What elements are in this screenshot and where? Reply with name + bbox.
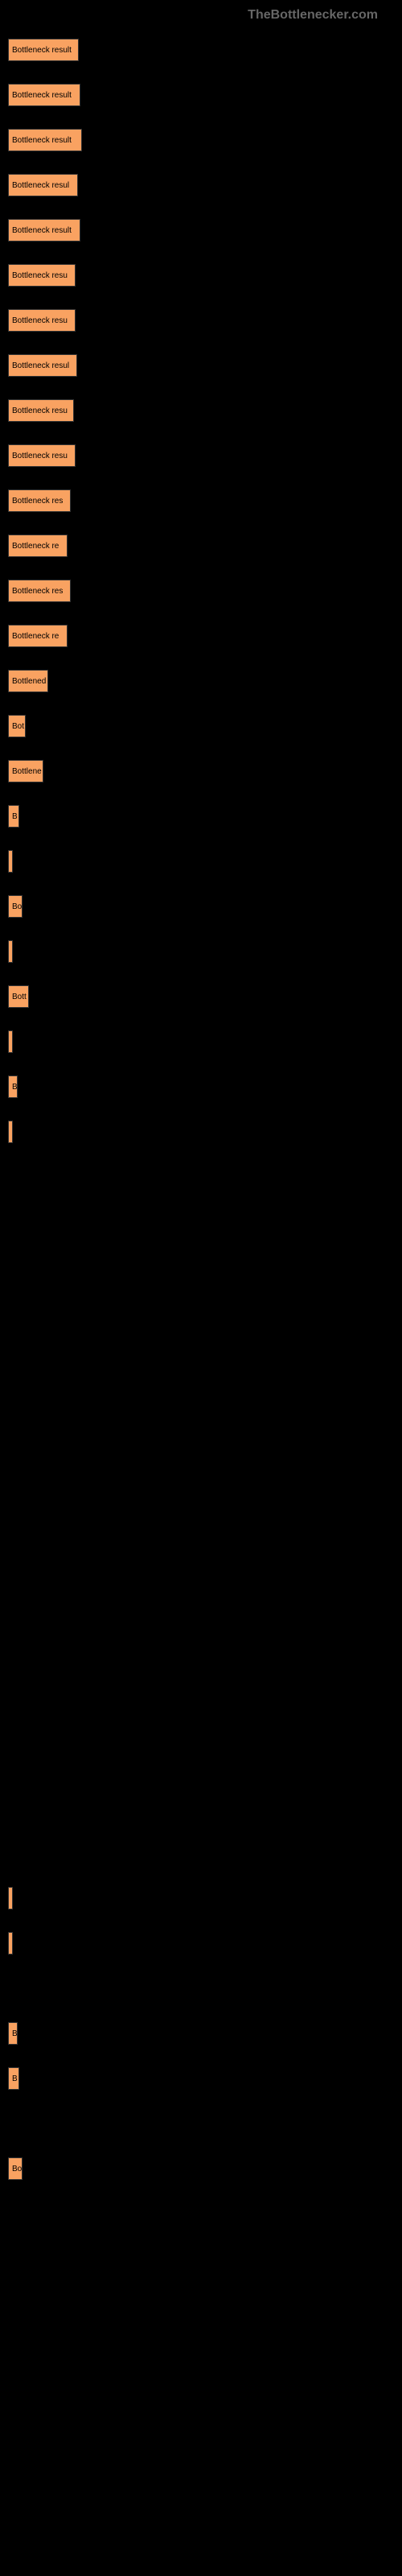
bar-row xyxy=(8,1211,394,1233)
bar-row: Bottleneck result xyxy=(8,129,394,151)
chart-bar: Bott xyxy=(8,985,29,1008)
bar-row: Bottleneck result xyxy=(8,84,394,106)
bar-row xyxy=(8,1662,394,1684)
chart-bar: B xyxy=(8,1075,18,1098)
bar-row xyxy=(8,1481,394,1504)
chart-bar: Bottleneck resul xyxy=(8,174,78,196)
bar-row xyxy=(8,850,394,873)
bar-row: Bo xyxy=(8,895,394,918)
bar-row: Bottleneck re xyxy=(8,625,394,647)
bar-row xyxy=(8,1797,394,1819)
bar-row xyxy=(8,1166,394,1188)
chart-bar xyxy=(8,1121,13,1143)
chart-bar: Bottleneck result xyxy=(8,129,82,151)
bar-row xyxy=(8,2112,394,2135)
chart-bar: Bottleneck result xyxy=(8,39,79,61)
bar-row xyxy=(8,1977,394,2000)
bar-row xyxy=(8,1301,394,1323)
bar-row: Bottleneck resul xyxy=(8,174,394,196)
bar-row xyxy=(8,1932,394,1955)
chart-bar: Bottlene xyxy=(8,760,43,782)
bar-row xyxy=(8,1707,394,1729)
bar-row xyxy=(8,1616,394,1639)
chart-bar: Bo xyxy=(8,2157,23,2180)
bar-row: Bottlened xyxy=(8,670,394,692)
bar-row: Bottleneck resu xyxy=(8,399,394,422)
chart-bar: B xyxy=(8,2067,19,2090)
bar-row xyxy=(8,1887,394,1909)
bar-row xyxy=(8,1030,394,1053)
bar-row: Bottleneck res xyxy=(8,489,394,512)
bar-row xyxy=(8,1346,394,1368)
chart-bar: Bottleneck result xyxy=(8,219,80,242)
chart-bar: Bottleneck res xyxy=(8,489,71,512)
bar-row xyxy=(8,1571,394,1594)
bar-row xyxy=(8,1256,394,1278)
bar-row: Bottleneck result xyxy=(8,219,394,242)
chart-bar: Bo xyxy=(8,895,23,918)
site-title: TheBottlenecker.com xyxy=(8,8,394,23)
bar-row xyxy=(8,1842,394,1864)
bar-row: Bottleneck resu xyxy=(8,309,394,332)
bar-row xyxy=(8,1436,394,1459)
chart-bar: Bottleneck resu xyxy=(8,309,76,332)
chart-bar: Bottleneck re xyxy=(8,625,68,647)
bar-row: Bottleneck resu xyxy=(8,264,394,287)
bar-row: B xyxy=(8,2067,394,2090)
chart-bar xyxy=(8,1887,13,1909)
chart-bar: Bottleneck resu xyxy=(8,399,74,422)
bar-row: Bottleneck resul xyxy=(8,354,394,377)
bar-row: Bo xyxy=(8,2157,394,2180)
bar-row xyxy=(8,1526,394,1549)
chart-bar: Bottleneck resu xyxy=(8,264,76,287)
bar-row: B xyxy=(8,1075,394,1098)
bar-row: Bottleneck result xyxy=(8,39,394,61)
bar-row xyxy=(8,940,394,963)
chart-bar: Bottleneck re xyxy=(8,535,68,557)
chart-bar xyxy=(8,1932,13,1955)
bar-row: Bottlene xyxy=(8,760,394,782)
bar-row: Bott xyxy=(8,985,394,1008)
chart-bar: Bottlened xyxy=(8,670,48,692)
bar-row: Bottleneck resu xyxy=(8,444,394,467)
bar-row xyxy=(8,1391,394,1414)
bar-row xyxy=(8,1121,394,1143)
chart-bar: Bottleneck resul xyxy=(8,354,77,377)
chart-bar: Bottleneck res xyxy=(8,580,71,602)
chart-bar: B xyxy=(8,805,19,828)
chart-bar xyxy=(8,850,13,873)
chart-bar: Bottleneck resu xyxy=(8,444,76,467)
chart-bar: B xyxy=(8,2022,18,2045)
chart-bar xyxy=(8,940,13,963)
bar-row xyxy=(8,1752,394,1774)
bar-row: Bottleneck re xyxy=(8,535,394,557)
bar-row: B xyxy=(8,2022,394,2045)
chart-bar: Bottleneck result xyxy=(8,84,80,106)
bar-row: B xyxy=(8,805,394,828)
chart-bar xyxy=(8,1030,13,1053)
bar-row: Bot xyxy=(8,715,394,737)
bar-chart: Bottleneck result Bottleneck result Bottle… xyxy=(8,39,394,2180)
chart-bar: Bot xyxy=(8,715,26,737)
bar-row: Bottleneck res xyxy=(8,580,394,602)
